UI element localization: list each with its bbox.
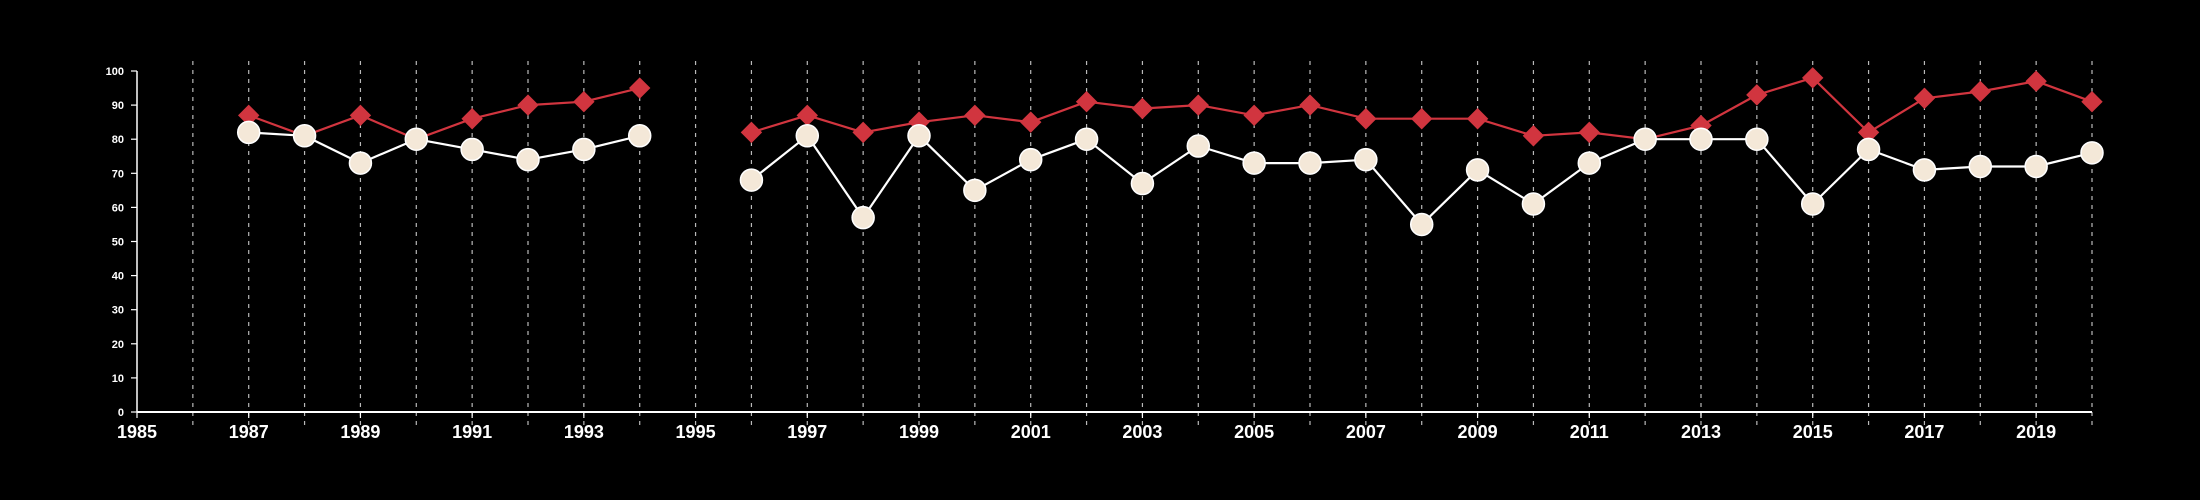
- y-tick-label-0: 0: [118, 407, 124, 419]
- x-tick-label-2017: 2017: [1904, 422, 1944, 442]
- series-1-point-2006: [1298, 151, 1322, 175]
- x-tick-label-1993: 1993: [564, 422, 604, 442]
- y-tick-label-70: 70: [112, 168, 124, 180]
- y-tick-label-80: 80: [112, 134, 124, 146]
- x-tick-label-2013: 2013: [1681, 422, 1721, 442]
- x-tick-label-2011: 2011: [1570, 422, 1609, 442]
- y-tick-label-20: 20: [112, 339, 124, 351]
- series-1-point-2001: [1018, 147, 1043, 172]
- series-0-point-2020: [2081, 90, 2103, 113]
- series-0-point-2010: [1522, 125, 1545, 147]
- series-1-point-1989: [348, 151, 373, 175]
- y-tick-label-40: 40: [112, 271, 124, 283]
- series-0-point-2015: [1802, 67, 1824, 89]
- x-tick-label-1997: 1997: [787, 422, 827, 442]
- series-1-point-1993: [572, 137, 596, 162]
- series-1-point-2000: [963, 178, 987, 203]
- series-0-point-2017: [1913, 87, 1936, 109]
- series-0-point-1993: [573, 90, 595, 113]
- x-tick-label-2015: 2015: [1793, 422, 1833, 442]
- x-tick-label-2019: 2019: [2016, 422, 2056, 442]
- x-tick-label-1995: 1995: [676, 422, 716, 442]
- series-0-point-2002: [1075, 90, 1098, 113]
- series-1-point-2011: [1577, 151, 1602, 175]
- series-1-point-2013: [1689, 127, 1713, 151]
- series-1-point-1991: [460, 137, 484, 162]
- series-0-point-1992: [517, 94, 539, 116]
- x-tick-label-1999: 1999: [899, 422, 939, 442]
- series-1-point-2005: [1242, 151, 1266, 175]
- series-0-point-1998: [852, 121, 874, 144]
- axes: 0 10 20 30 40 50 60 70 80 90 100 1985 1987 1989 1991 19…: [106, 66, 2092, 442]
- x-tick-label-1985: 1985: [117, 422, 157, 442]
- series-1-point-2016: [1856, 137, 1881, 162]
- series-0-point-1997: [796, 104, 818, 127]
- series-1-point-2004: [1186, 134, 1211, 158]
- series-1-point-2018: [1968, 154, 1993, 179]
- y-tick-label-60: 60: [112, 202, 124, 214]
- x-tick-label-2007: 2007: [1346, 422, 1386, 442]
- x-tick-label-1989: 1989: [340, 422, 380, 442]
- series-1-point-1997: [795, 124, 820, 148]
- y-tick-label-100: 100: [106, 66, 124, 78]
- series-1-point-2007: [1354, 147, 1378, 172]
- series-1-point-2017: [1912, 158, 1937, 182]
- series-0-point-2004: [1187, 94, 1209, 116]
- series-1-point-2014: [1745, 127, 1769, 151]
- series-1-point-1992: [516, 147, 540, 172]
- series-0-point-2000: [964, 104, 986, 127]
- series-1-point-1994: [627, 124, 652, 148]
- x-tick-label-2003: 2003: [1122, 422, 1162, 442]
- y-tick-label-90: 90: [112, 100, 124, 112]
- series: [236, 67, 2104, 237]
- series-1-point-2003: [1130, 171, 1155, 196]
- series-0-point-2014: [1746, 84, 1768, 106]
- series-1-point-2015: [1800, 192, 1825, 216]
- y-tick-label-30: 30: [112, 305, 124, 317]
- series-0-point-2008: [1411, 108, 1433, 130]
- series-0-point-2003: [1131, 97, 1154, 120]
- series-1-point-1998: [851, 205, 875, 230]
- series-1-point-2020: [2080, 141, 2104, 165]
- series-0-point-2011: [1578, 121, 1600, 144]
- series-0-point-2006: [1299, 94, 1321, 116]
- x-tick-label-2001: 2001: [1011, 422, 1051, 442]
- series-1-point-2009: [1465, 158, 1490, 182]
- grid-lines: [192, 61, 2093, 428]
- series-0-point-2009: [1466, 108, 1489, 130]
- series-1-point-1996: [739, 168, 764, 192]
- x-tick-label-2005: 2005: [1234, 422, 1274, 442]
- series-1-point-2002: [1074, 127, 1099, 151]
- x-tick-label-1987: 1987: [229, 422, 269, 442]
- series-1-point-2019: [2024, 154, 2048, 179]
- series-0-point-2001: [1020, 111, 1042, 133]
- series-0-point-2019: [2025, 70, 2047, 92]
- series-0-point-1991: [461, 108, 483, 130]
- y-tick-label-10: 10: [112, 373, 124, 385]
- x-tick-label-2009: 2009: [1458, 422, 1498, 442]
- x-tick-label-1991: 1991: [452, 422, 492, 442]
- series-1-point-1999: [907, 124, 931, 148]
- series-1-point-1987: [236, 120, 261, 145]
- series-0-point-1994: [629, 77, 651, 99]
- series-1-point-1990: [404, 127, 429, 151]
- series-1-point-2010: [1521, 192, 1546, 216]
- series-0-point-2007: [1355, 108, 1377, 130]
- series-1-point-1988: [292, 124, 317, 148]
- series-1-point-2012: [1633, 127, 1657, 151]
- series-0-point-1989: [349, 104, 372, 127]
- series-0-point-2018: [1969, 80, 1991, 103]
- series-1-point-2008: [1409, 212, 1434, 237]
- series-0-point-1996: [740, 121, 763, 144]
- y-tick-label-50: 50: [112, 237, 124, 249]
- series-0-point-2005: [1243, 104, 1265, 127]
